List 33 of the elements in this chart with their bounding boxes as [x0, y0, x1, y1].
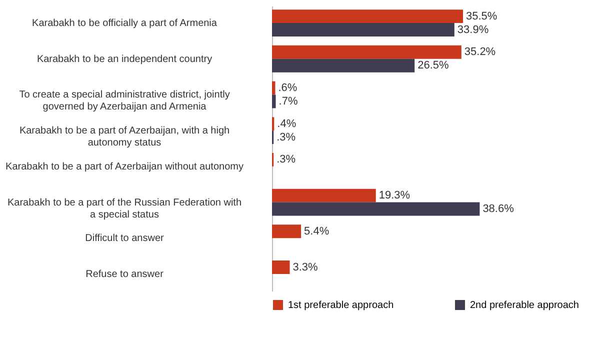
y-tick-label: Karabakh to be a part of the Russian Federation with a special status [7, 197, 242, 220]
data-label: .7% [278, 95, 298, 108]
legend-label: 2nd preferable approach [470, 300, 579, 311]
data-label: 19.3% [378, 190, 410, 202]
data-label: .4% [277, 118, 296, 130]
data-label: .3% [276, 154, 296, 166]
bar [272, 81, 276, 95]
bar [272, 10, 464, 24]
data-label: .3% [276, 131, 296, 144]
bar [272, 188, 376, 202]
bar [272, 94, 276, 108]
bar [272, 58, 415, 72]
data-label: 26.5% [418, 60, 449, 72]
y-tick-label: Karabakh to be a part of Azerbaijan without autonomy [6, 161, 244, 172]
bar [272, 202, 480, 216]
y-tick-label: Refuse to answer [86, 268, 164, 280]
data-label: 5.4% [304, 225, 330, 238]
data-label: .6% [278, 82, 298, 94]
y-tick-label: To create a special administrative district, jointly governed by Azerbaijan and Armenia [19, 90, 230, 113]
bar [272, 45, 462, 59]
data-label: 33.9% [457, 24, 489, 36]
data-label: 35.2% [464, 46, 496, 58]
bar [272, 23, 454, 36]
data-label: 35.5% [466, 10, 498, 22]
y-tick-label: Karabakh to be officially a part of Armenia [32, 18, 218, 30]
y-tick-label: Difficult to answer [85, 233, 165, 244]
y-tick-label: Karabakh to be a part of Azerbaijan, with a high autonomy status [19, 126, 230, 149]
bar [272, 224, 302, 238]
y-tick-label: Karabakh to be an independent country [36, 54, 212, 65]
data-label: 3.3% [292, 261, 318, 274]
data-label: 38.6% [482, 202, 514, 215]
bar [272, 260, 290, 274]
legend-label: 1st preferable approach [288, 300, 394, 311]
